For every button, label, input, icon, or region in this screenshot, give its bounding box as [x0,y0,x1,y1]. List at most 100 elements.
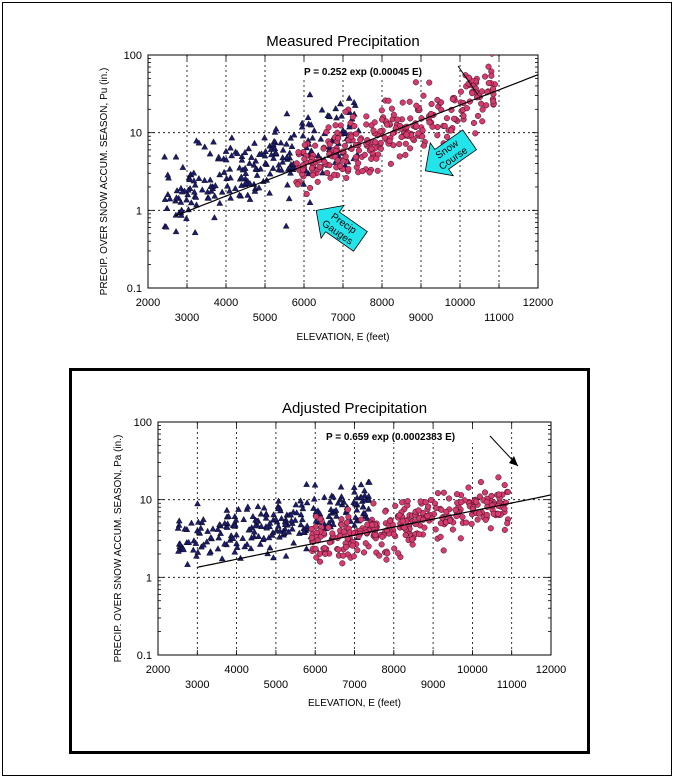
snow-course-point [369,521,376,528]
precip-gauge-point [262,159,269,166]
snow-course-point [407,145,414,152]
snow-course-point [308,534,315,541]
snow-course-point [314,178,321,185]
precip-gauge-point [252,157,260,164]
precip-gauge-point [333,114,340,121]
snow-course-point [504,488,511,496]
precip-gauge-point [303,499,311,506]
snow-course-point [474,516,481,523]
precip-gauge-point [211,214,218,221]
precip-gauge-point [288,142,296,149]
precip-gauge-point [216,521,223,528]
precip-gauge-point [266,189,273,196]
precip-gauge-point [257,510,265,517]
precip-gauge-point [306,91,314,98]
snow-course-point [325,524,332,531]
precip-gauge-point [201,176,208,183]
precip-gauge-point [298,123,306,130]
precip-gauge-point [253,171,261,178]
precip-gauge-point [215,153,223,160]
snow-course-point [438,506,445,513]
precip-gauge-point [278,166,285,173]
snow-course-point [416,531,423,538]
snow-course-point [413,123,420,130]
snow-course-point [395,550,402,557]
precip-gauge-point [241,149,249,156]
precip-gauge-point [209,525,217,532]
snow-course-point [443,115,450,122]
precip-gauge-point [200,541,207,548]
snow-course-point [501,526,508,533]
snow-course-point [481,489,489,496]
snow-course-point [483,511,490,518]
precip-gauge-point [215,534,223,541]
snow-course-point [459,514,466,521]
snow-course-point [495,474,502,481]
snow-course-point [479,118,486,125]
snow-course-point [470,119,477,127]
axis-ticks [157,422,552,656]
snow-course-point [342,108,349,115]
precip-gauge-point [281,529,288,536]
callout-arrow-shape [315,204,368,252]
precip-gauge-point [222,156,230,163]
precip-gauge-point [236,191,243,198]
precip-gauge-point [321,493,328,500]
precip-gauge-point [298,515,306,522]
snow-course-point [443,133,451,140]
snow-course-point [321,158,328,166]
snow-course-point [344,506,351,513]
snow-course-point [490,98,497,105]
snow-course-point [313,554,320,561]
precip-gauge-point [192,539,200,546]
precip-gauge-point [283,140,290,147]
snow-course-point [399,99,406,106]
y-tick-label: 100 [134,417,152,429]
precip-gauge-point [337,100,344,107]
precip-gauge-point [222,147,230,154]
snow-course-point [381,134,388,141]
snow-course-point [345,165,352,172]
precip-gauge-point [270,554,277,561]
precip-gauge-point [290,539,298,546]
snow-course-point [453,491,461,498]
snow-course-point [477,478,484,486]
precip-gauge-point [206,549,214,556]
precip-gauge-point [191,181,199,188]
precip-gauge-point [283,153,291,160]
precip-gauge-point [338,112,345,119]
fit-equation-label: P = 0.252 exp (0.00045 E) [304,67,422,78]
precip-gauge-point [326,112,333,119]
precip-gauge-point [285,195,293,202]
precip-gauge-point [178,206,186,213]
snow-course-point [398,133,405,141]
snow-course-point [434,132,441,139]
snow-course-point [445,495,452,502]
precip-gauge-point [221,540,228,547]
snow-course-point [482,73,489,80]
precip-gauge-point [270,137,278,144]
precip-gauge-point [351,500,359,507]
snow-course-point [476,510,483,517]
snow-course-point [428,100,435,108]
precip-gauge-point [262,514,270,521]
precip-gauge-point [206,176,214,183]
precip-gauge-point [255,532,262,539]
precip-gauge-point [352,513,359,520]
snow-course-point [488,492,495,500]
x-tick-label: 3000 [185,679,209,691]
precip-gauge-point [217,529,224,536]
precip-gauge-point [224,182,231,189]
precip-gauge-point [275,497,282,504]
equation-background [300,64,458,78]
precip-gauge-point [250,533,258,540]
precip-gauge-point [284,181,291,188]
precip-gauge-point [241,543,249,550]
precip-gauge-point [227,194,234,201]
snow-course-point [487,525,494,532]
measured-precipitation-chart: Measured Precipitation 100 10 1 0.1 2000 4000 6… [99,33,553,343]
x-tick-label: 2000 [146,664,170,676]
precip-gauge-point [231,548,239,555]
snow-course-point [353,130,360,137]
